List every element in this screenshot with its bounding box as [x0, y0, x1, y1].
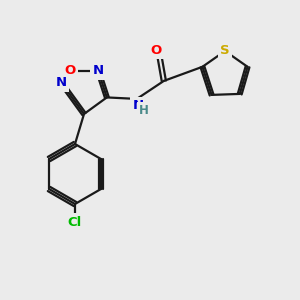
Text: N: N — [92, 64, 104, 77]
Text: S: S — [220, 44, 230, 58]
Text: N: N — [56, 76, 67, 89]
Text: Cl: Cl — [68, 215, 82, 229]
Text: H: H — [139, 104, 148, 117]
Text: O: O — [64, 64, 76, 77]
Text: N: N — [133, 99, 144, 112]
Text: O: O — [151, 44, 162, 56]
